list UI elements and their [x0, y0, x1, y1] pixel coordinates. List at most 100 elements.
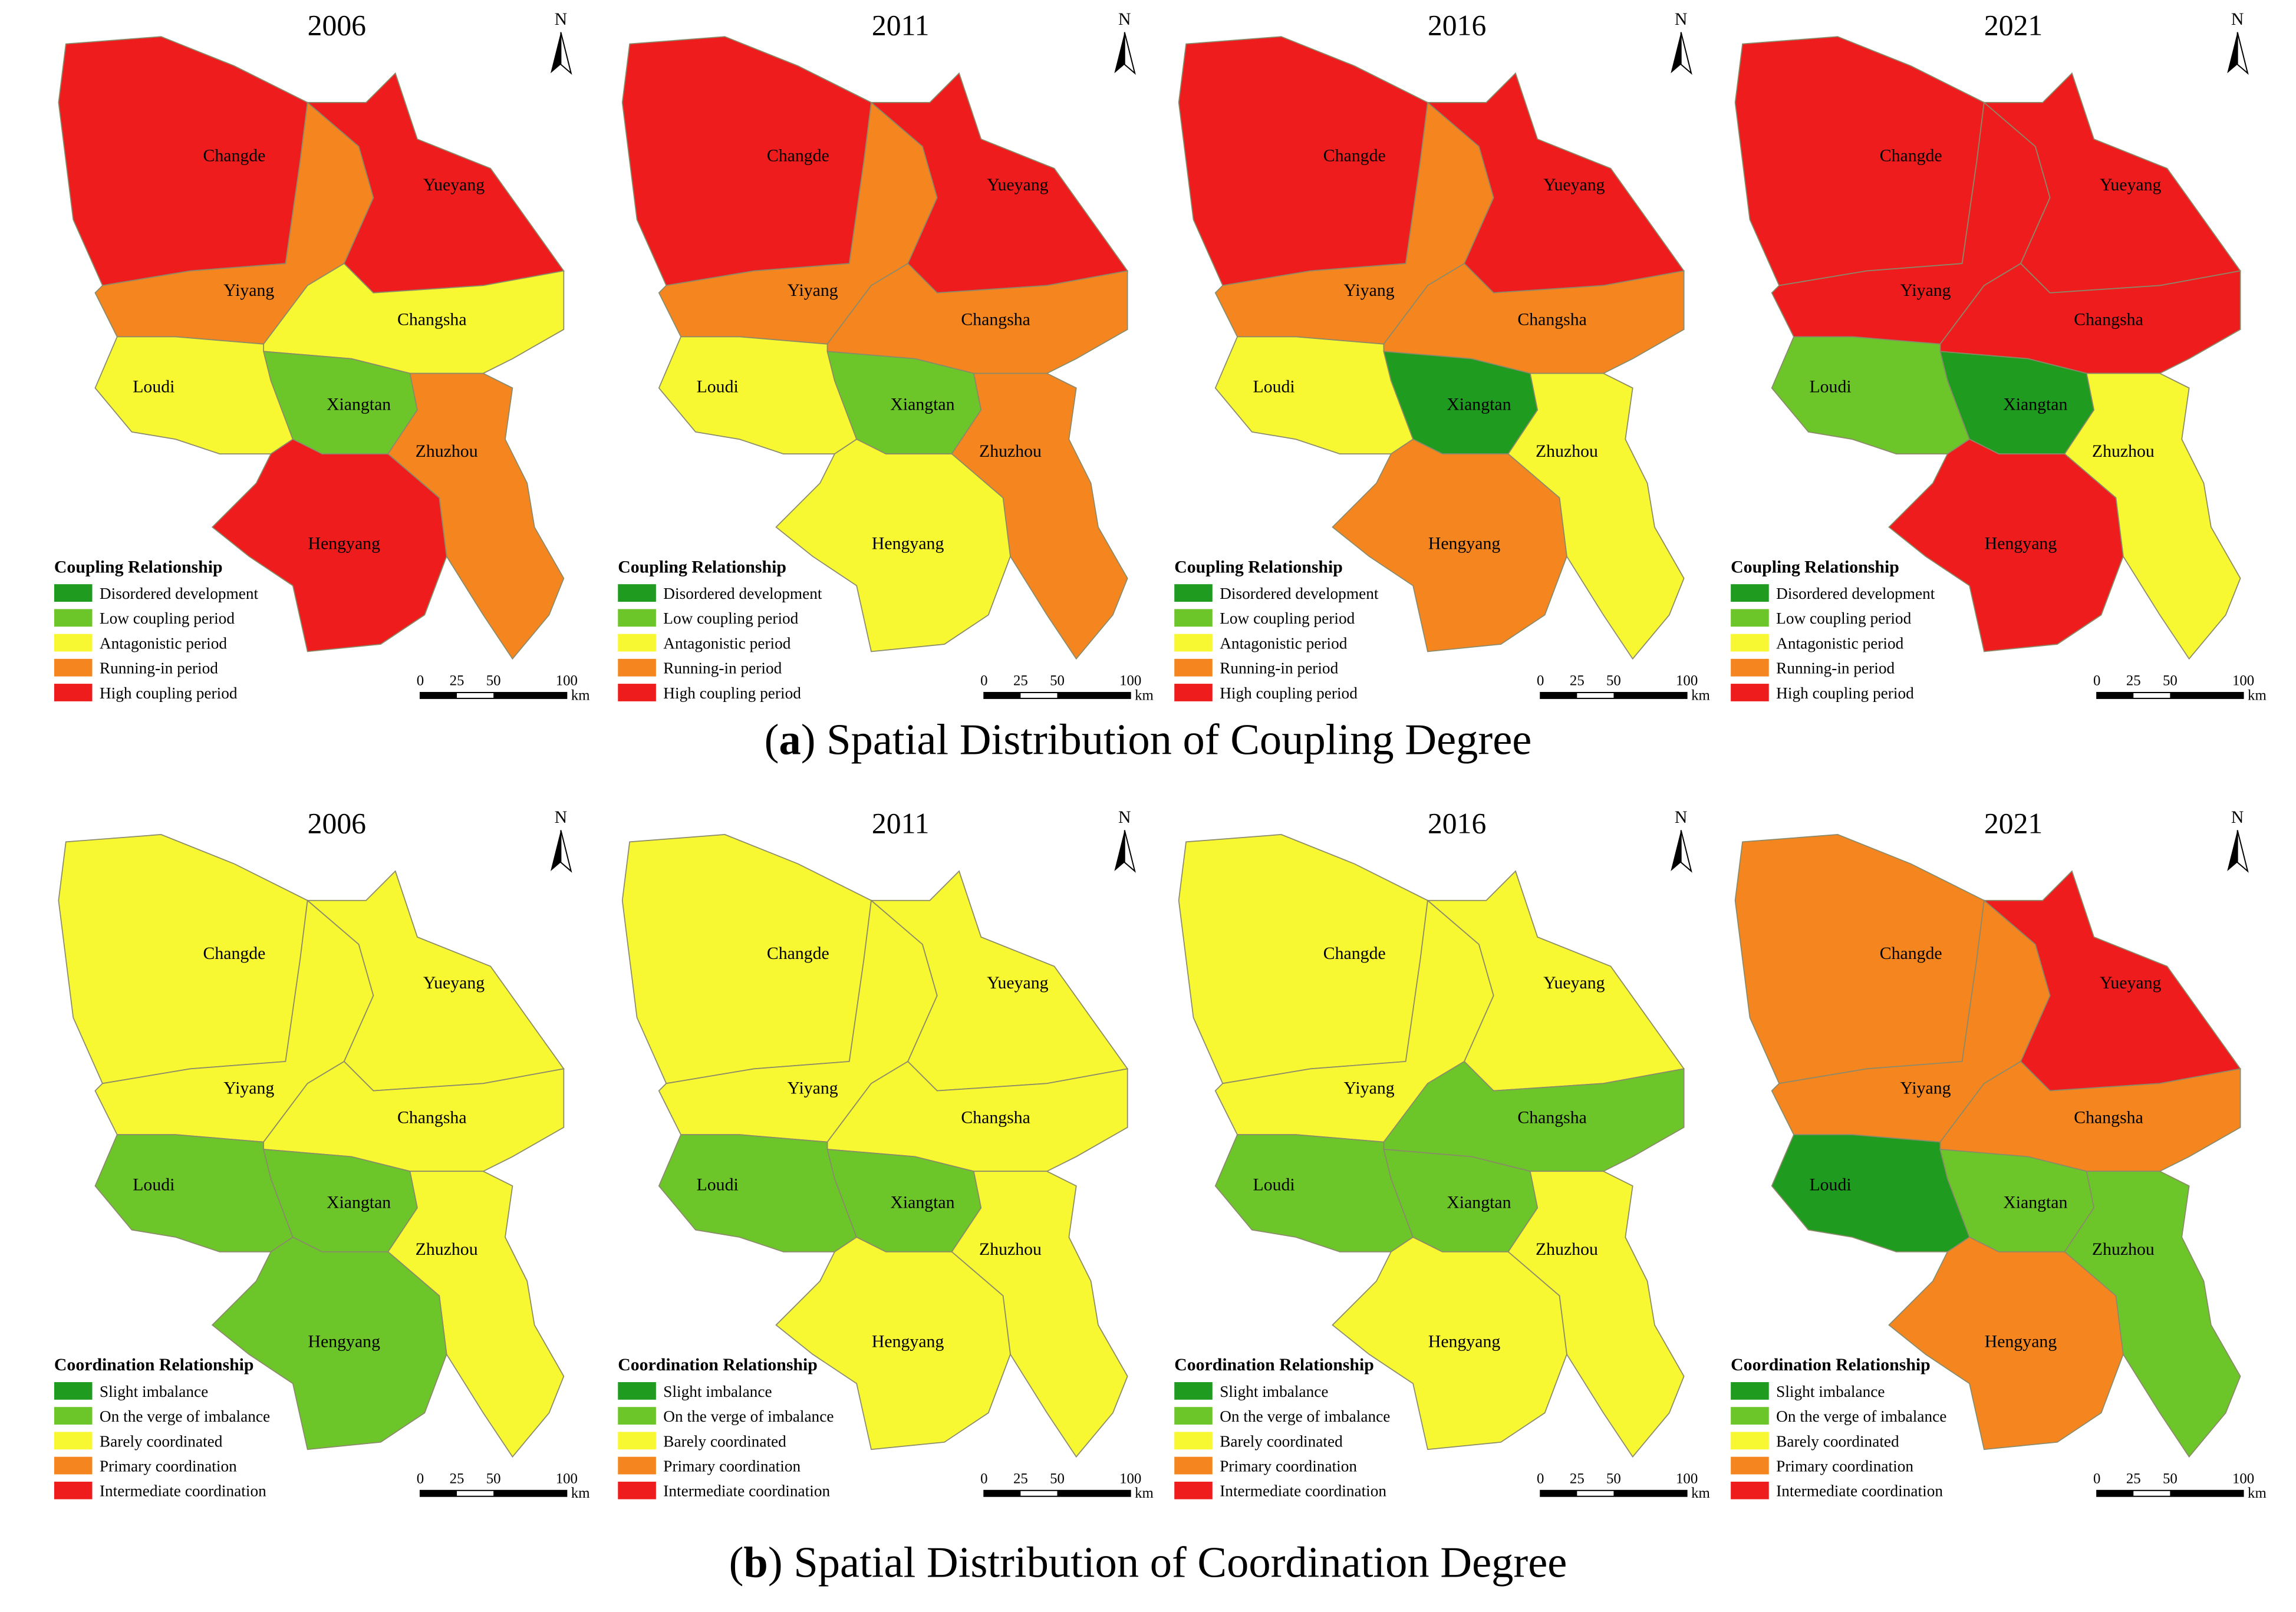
north-arrow: [1114, 830, 1125, 872]
scale-label: 50: [486, 1471, 501, 1486]
legend-label: Disordered development: [663, 585, 822, 602]
legend-swatch: [1174, 1432, 1213, 1450]
year-label: 2021: [1984, 807, 2043, 839]
legend-swatch: [54, 609, 93, 627]
caption-text: ) Spatial Distribution of Coupling Degre…: [801, 716, 1532, 764]
region-label: Xiangtan: [890, 1192, 954, 1212]
map-panel: Changde Yiyang Yueyang Changsha Loudi Xiangta…: [1174, 807, 1710, 1501]
north-arrow: [1671, 32, 1681, 74]
region-label: Yiyang: [1344, 1079, 1395, 1098]
region-label: Changsha: [2074, 309, 2143, 329]
scale-label: 0: [1537, 673, 1544, 689]
region-label: Yiyang: [1344, 281, 1395, 300]
region-label: Changde: [203, 944, 265, 963]
region-label: Xiangtan: [327, 395, 391, 414]
region-label: Loudi: [133, 1175, 174, 1195]
region: [1332, 439, 1567, 652]
legend-swatch: [618, 658, 656, 677]
legend-label: Low coupling period: [1776, 609, 1911, 627]
scale-label: 50: [1050, 673, 1065, 689]
scale-label: 0: [2093, 1471, 2100, 1486]
region-label: Xiangtan: [327, 1192, 391, 1212]
legend-swatch: [618, 1382, 656, 1400]
region-label: Loudi: [697, 377, 739, 397]
year-label: 2011: [872, 807, 930, 839]
scale-unit: km: [2248, 1485, 2267, 1501]
region: [1178, 36, 1428, 286]
legend-swatch: [1731, 1407, 1769, 1425]
scale-label: 25: [2126, 1471, 2141, 1486]
legend-swatch: [54, 1456, 93, 1475]
legend-swatch: [618, 1407, 656, 1425]
scale-label: 25: [450, 1471, 465, 1486]
north-arrow: [551, 830, 561, 872]
region: [775, 1237, 1011, 1451]
caption: (b) Spatial Distribution of Coordination…: [729, 1538, 1567, 1587]
legend-swatch: [54, 584, 93, 602]
legend-swatch: [1731, 658, 1769, 677]
legend-title: Coordination Relationship: [1174, 1355, 1374, 1374]
caption-label: b: [743, 1538, 767, 1587]
legend-label: Barely coordinated: [663, 1432, 786, 1450]
caption: (a) Spatial Distribution of Coupling Deg…: [765, 716, 1532, 764]
legend-swatch: [1174, 634, 1213, 652]
scale-label: 50: [1606, 1471, 1621, 1486]
scale-label: 25: [1013, 1471, 1028, 1486]
year-label: 2006: [308, 9, 366, 42]
scale-label: 100: [556, 673, 578, 689]
legend-label: Barely coordinated: [100, 1432, 223, 1450]
north-arrow: [1680, 32, 1692, 75]
legend-swatch: [618, 1481, 656, 1499]
region-label: Yueyang: [2100, 973, 2161, 993]
scale-label: 100: [1676, 1471, 1698, 1486]
legend-swatch: [54, 1407, 93, 1425]
scale-bar: [984, 1490, 1021, 1496]
legend-swatch: [54, 634, 93, 652]
region-label: Hengyang: [308, 1331, 381, 1351]
scale-label: 25: [1013, 673, 1028, 689]
legend-label: On the verge of imbalance: [1776, 1407, 1946, 1425]
scale-label: 100: [1676, 673, 1698, 689]
legend-label: Barely coordinated: [1776, 1432, 1899, 1450]
region-label: Hengyang: [872, 534, 944, 553]
scale-label: 25: [450, 673, 465, 689]
region: [58, 36, 308, 286]
scale-bar: [493, 1490, 567, 1496]
legend-label: Intermediate coordination: [663, 1482, 830, 1500]
region-label: Changde: [1323, 944, 1386, 963]
region: [94, 1134, 294, 1252]
scale-label: 50: [1050, 1471, 1065, 1486]
legend-title: Coupling Relationship: [54, 557, 223, 576]
legend-label: Running-in period: [100, 660, 218, 677]
region-label: Changde: [767, 944, 829, 963]
region-label: Yueyang: [423, 973, 485, 993]
north-arrow: [551, 32, 561, 74]
region: [1178, 834, 1428, 1084]
legend-swatch: [1174, 1382, 1213, 1400]
scale-label: 100: [556, 1471, 578, 1486]
map-panel: Changde Yiyang Yueyang Changsha Loudi Xiangta…: [1731, 807, 2267, 1501]
legend-swatch: [618, 584, 656, 602]
caption-open: (: [765, 716, 779, 764]
legend-label: High coupling period: [1776, 684, 1914, 702]
legend-swatch: [1174, 1456, 1213, 1475]
legend-swatch: [618, 634, 656, 652]
region: [1734, 36, 1985, 286]
region: [211, 439, 447, 652]
region: [775, 439, 1011, 652]
legend-swatch: [1731, 609, 1769, 627]
region-label: Hengyang: [1428, 1331, 1501, 1351]
region: [211, 1237, 447, 1451]
legend-swatch: [1174, 584, 1213, 602]
north-arrow: [560, 830, 572, 873]
legend-swatch: [1731, 684, 1769, 701]
region: [1332, 1237, 1567, 1451]
legend-label: Primary coordination: [1220, 1458, 1357, 1475]
legend-label: Intermediate coordination: [1220, 1482, 1386, 1500]
scale-bar: [1613, 692, 1687, 698]
region-label: Changsha: [961, 309, 1030, 329]
region: [621, 36, 872, 286]
region-label: Zhuzhou: [979, 1240, 1042, 1259]
region-label: Loudi: [1809, 377, 1851, 397]
